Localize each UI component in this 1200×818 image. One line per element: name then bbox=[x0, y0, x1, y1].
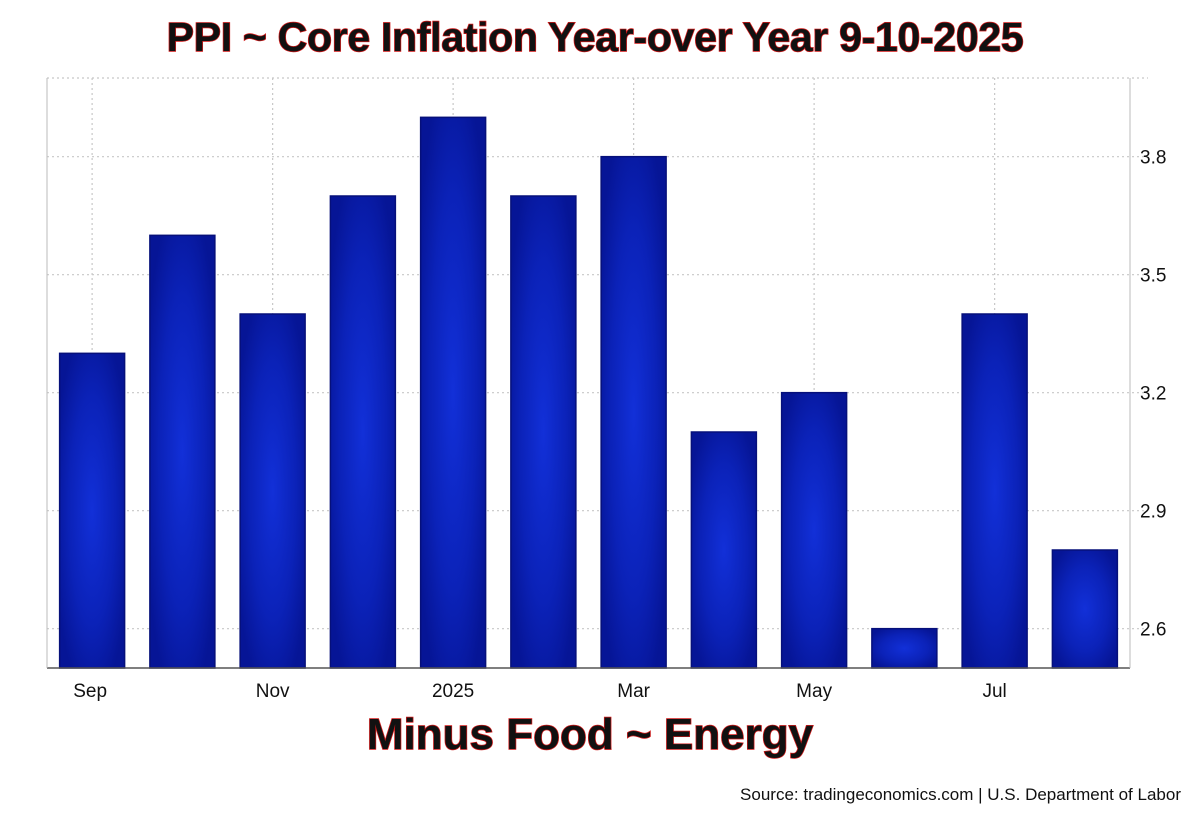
y-tick-label: 3.5 bbox=[1140, 266, 1166, 287]
bar: May 2025: 3.2 bbox=[780, 391, 848, 669]
y-tick-label: 3.8 bbox=[1140, 148, 1166, 169]
x-tick-label: Jul bbox=[982, 681, 1006, 702]
bar: Jul 2025: 3.4 bbox=[961, 313, 1028, 669]
axes bbox=[46, 78, 1131, 669]
x-tick-label: Mar bbox=[617, 681, 650, 702]
bars: Sep 2024: 3.3 Oct 2024: 3.6 Nov 2024: 3.4 D… bbox=[58, 116, 1119, 669]
y-tick-label: 2.9 bbox=[1140, 502, 1166, 523]
y-tick-label: 3.2 bbox=[1140, 384, 1166, 405]
x-tick-label: Nov bbox=[256, 681, 290, 702]
x-tick-label: 2025 bbox=[432, 681, 474, 702]
chart-subtitle: Minus Food ~ Energy bbox=[366, 709, 814, 759]
chart-title: PPI ~ Core Inflation Year-over Year 9-10… bbox=[166, 13, 1024, 60]
x-tick-label: May bbox=[796, 681, 832, 702]
bar: Apr 2025: 3.1 bbox=[690, 431, 758, 669]
y-tick-label: 2.6 bbox=[1140, 620, 1166, 641]
x-tick-label: Sep bbox=[73, 681, 107, 702]
bar: Aug 2025: 2.8 bbox=[1051, 549, 1119, 669]
bar: Sep 2024: 3.3 bbox=[58, 352, 126, 669]
bar: Oct 2024: 3.6 bbox=[149, 234, 216, 669]
bar: Dec 2024: 3.7 bbox=[329, 195, 397, 669]
source-credit: Source: tradingeconomics.com | U.S. Depa… bbox=[740, 785, 1181, 804]
bar: Jun 2025: 2.6 bbox=[871, 627, 938, 669]
bar: Nov 2024: 3.4 bbox=[239, 313, 306, 669]
bar: Feb 2025: 3.7 bbox=[510, 195, 577, 669]
bar: Mar 2025: 3.8 bbox=[600, 155, 667, 669]
x-tick-labels: Sep Nov 2025 Mar May Jul bbox=[73, 681, 1007, 702]
y-tick-labels: 2.6 2.9 3.2 3.5 3.8 bbox=[1140, 148, 1166, 641]
bar: Jan 2025: 3.9 bbox=[419, 116, 487, 669]
